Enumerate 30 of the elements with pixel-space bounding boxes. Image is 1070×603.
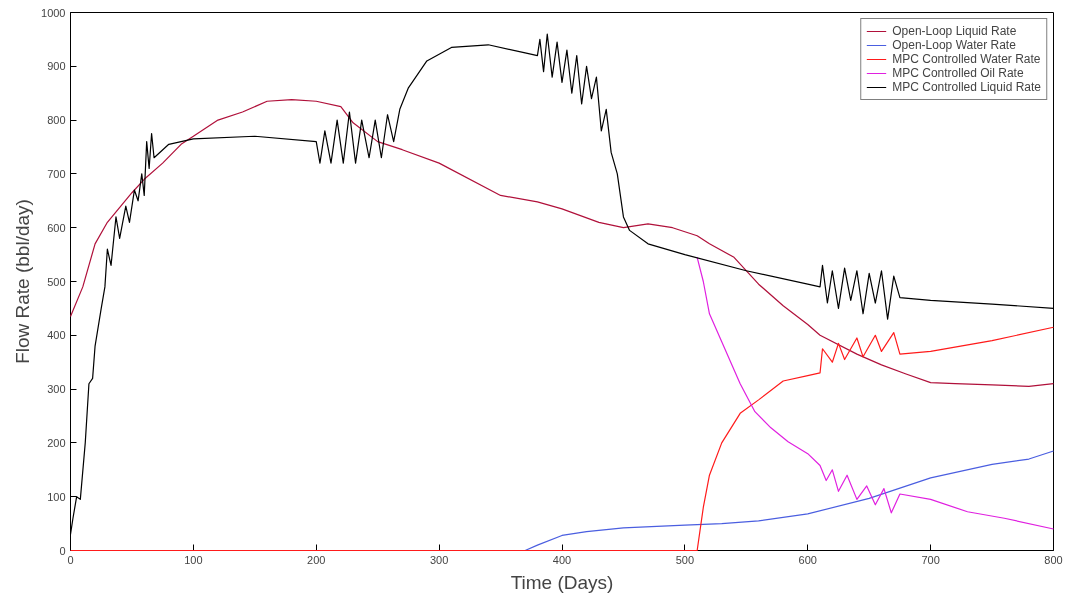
x-tick-label: 800 xyxy=(1044,553,1063,566)
legend-label: MPC Controlled Water Rate xyxy=(892,52,1041,66)
y-tick-label: 0 xyxy=(59,544,66,557)
x-tick-label: 300 xyxy=(429,553,449,566)
y-tick-label: 1000 xyxy=(41,6,66,19)
y-tick-label: 800 xyxy=(47,114,66,127)
y-tick-label: 300 xyxy=(47,383,66,396)
line-series xyxy=(524,450,1055,552)
legend-label: Open-Loop Water Rate xyxy=(892,38,1016,52)
line-series xyxy=(696,256,1055,530)
legend-label: MPC Controlled Oil Rate xyxy=(892,66,1024,80)
x-axis-title: Time (Days) xyxy=(510,571,614,593)
x-tick-label: 200 xyxy=(307,553,326,566)
y-tick-label: 200 xyxy=(47,436,66,449)
y-tick-label: 700 xyxy=(47,167,66,180)
y-tick-label: 900 xyxy=(47,60,66,73)
x-tick-label: 500 xyxy=(675,553,695,566)
x-tick-label: 700 xyxy=(921,553,940,566)
y-axis-title: Flow Rate (bbl/day) xyxy=(12,199,34,364)
x-tick-label: 0 xyxy=(67,553,74,566)
legend-label: MPC Controlled Liquid Rate xyxy=(892,80,1041,94)
x-tick-label: 400 xyxy=(552,553,572,566)
line-series xyxy=(69,99,1055,388)
y-tick-label: 400 xyxy=(47,329,66,342)
y-tick-label: 600 xyxy=(47,221,66,234)
legend-label: Open-Loop Liquid Rate xyxy=(892,24,1017,38)
y-tick-label: 100 xyxy=(47,490,66,503)
y-tick-label: 500 xyxy=(47,275,66,288)
x-tick-label: 600 xyxy=(798,553,817,566)
x-tick-label: 100 xyxy=(184,553,203,566)
